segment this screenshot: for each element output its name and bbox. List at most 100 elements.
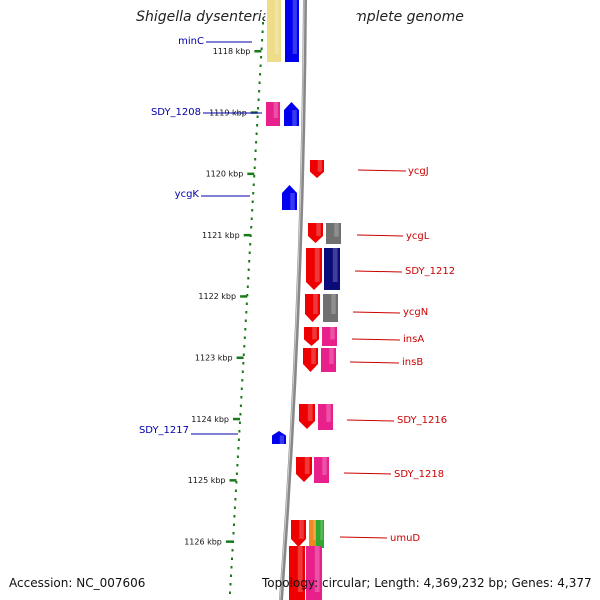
gene-umuD[interactable] [291, 520, 306, 547]
dots-inner-left [244, 319, 247, 322]
leader-line [346, 419, 395, 422]
dots-inner-left [259, 73, 262, 76]
gene-ycgK[interactable] [282, 185, 297, 210]
gene-label-insB[interactable]: insB [402, 357, 423, 368]
dots-inner-left [231, 557, 233, 560]
genome-backbone [240, 0, 357, 600]
dots-inner-left [237, 438, 240, 441]
gene-insA[interactable] [304, 327, 319, 346]
gene-magenta-SDY_1218[interactable] [314, 457, 329, 483]
gene-label-insA[interactable]: insA [403, 334, 424, 345]
dots-inner-left [231, 549, 234, 552]
major-tick [254, 50, 262, 53]
dots-inner-left [254, 158, 257, 161]
dots-inner-left [251, 209, 254, 212]
gene-orange-umuD[interactable] [309, 520, 317, 548]
dots-inner-left [236, 455, 239, 458]
dots-inner-left [261, 30, 264, 33]
kbp-tick-label: 1121 kbp [202, 231, 240, 240]
major-tick [240, 295, 248, 298]
backbone-line [279, 0, 307, 600]
dots-inner-left [250, 226, 253, 229]
dots-inner-left [255, 132, 258, 135]
gene-label-ycgK[interactable]: ycgK [175, 189, 200, 200]
dots-inner-left [246, 285, 249, 288]
gene-label-SDY_1218[interactable]: SDY_1218 [394, 469, 444, 480]
gene-label-ycgJ[interactable]: ycgJ [408, 166, 429, 177]
dots-inner-left [248, 251, 251, 254]
gene-gray-ycgL[interactable] [326, 223, 341, 244]
dots-inner-left [229, 591, 231, 594]
dots-inner-left [234, 498, 237, 501]
dots-inner-left [248, 260, 251, 263]
dots-inner-left [260, 47, 263, 50]
kbp-tick-label: 1120 kbp [206, 170, 244, 179]
leader-line [356, 234, 404, 237]
gene-label-ycgN[interactable]: ycgN [403, 307, 428, 318]
gene-SDY_1218[interactable] [296, 457, 312, 482]
kbp-tick-label: 1123 kbp [195, 354, 233, 363]
gene-SDY_1208[interactable] [284, 102, 299, 126]
gene-yellow-feature[interactable] [267, 0, 281, 62]
kbp-tick-label: 1118 kbp [213, 47, 251, 56]
leader-line [352, 311, 401, 314]
gene-ycgJ[interactable] [310, 160, 324, 178]
genome-stats-text: Topology: circular; Length: 4,369,232 bp… [262, 576, 592, 590]
major-tick [243, 233, 251, 237]
leader-line [351, 338, 401, 341]
dots-inner-left [259, 64, 262, 67]
dots-inner-left [239, 413, 242, 416]
gene-minC[interactable] [285, 0, 299, 62]
dots-inner-left [235, 481, 238, 484]
gene-red-bottom[interactable] [289, 546, 305, 600]
dots-inner-left [256, 115, 259, 118]
dots-inner-left [229, 583, 232, 586]
dots-inner-left [238, 430, 241, 433]
dots-inner-left [261, 39, 264, 42]
leader-line [343, 472, 392, 475]
dots-inner-left [255, 141, 258, 144]
dots-inner-left [247, 277, 250, 280]
gene-label-SDY_1208[interactable]: SDY_1208 [151, 107, 201, 118]
gene-magenta-SDY_1216[interactable] [318, 404, 333, 430]
gene-gray-ycgN[interactable] [323, 294, 338, 322]
dots-inner-left [258, 81, 261, 84]
gene-ycgN[interactable] [305, 294, 320, 322]
gene-magenta-bottom[interactable] [306, 546, 322, 600]
gene-label-SDY_1216[interactable]: SDY_1216 [397, 415, 447, 426]
gene-SDY_1217[interactable] [272, 431, 286, 444]
gene-magenta-insB[interactable] [321, 348, 336, 372]
dots-inner-left [234, 489, 237, 492]
dots-inner-left [260, 56, 263, 59]
gene-magenta-1208[interactable] [266, 102, 280, 126]
dots-inner-left [233, 506, 236, 509]
gene-magenta-insA[interactable] [322, 327, 337, 346]
dots-inner-left [253, 175, 256, 178]
gene-SDY_1216[interactable] [299, 404, 315, 429]
gene-features[interactable] [266, 0, 341, 600]
dots-inner-left [233, 523, 235, 526]
gene-ycgL[interactable] [308, 223, 323, 243]
backbone-highlight [279, 0, 305, 600]
dots-inner-left [242, 353, 245, 356]
leader-line [339, 536, 388, 539]
gene-dark-SDY_1212[interactable] [324, 248, 340, 290]
dots-inner-left [257, 107, 260, 110]
gene-label-minC[interactable]: minC [178, 36, 204, 47]
dots-inner-left [257, 98, 260, 101]
dots-inner-left [251, 200, 254, 203]
dots-inner-left [238, 421, 241, 424]
gene-label-SDY_1217[interactable]: SDY_1217 [139, 425, 189, 436]
dots-inner-left [233, 515, 236, 518]
accession-text: Accession: NC_007606 [9, 576, 146, 590]
gene-labels[interactable]: minC SDY_1208 ycgK SDY_1217 ycgJ ycgL SDY_1212… [139, 36, 455, 544]
gene-label-SDY_1212[interactable]: SDY_1212 [405, 266, 455, 277]
gene-green-umuD[interactable] [316, 520, 324, 548]
gene-label-ycgL[interactable]: ycgL [406, 231, 430, 242]
gene-insB[interactable] [303, 348, 318, 372]
kbp-tick-label: 1126 kbp [184, 537, 222, 546]
gene-label-umuD[interactable]: umuD [390, 533, 420, 544]
gene-SDY_1212[interactable] [306, 248, 322, 290]
major-tick [229, 479, 237, 482]
